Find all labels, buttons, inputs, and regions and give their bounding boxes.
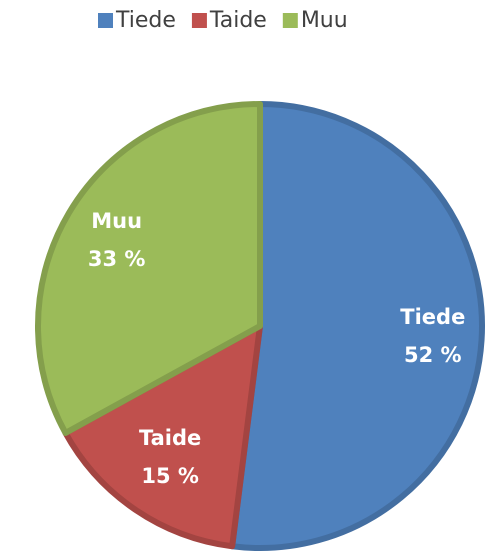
slice-label-name: Taide — [139, 426, 201, 450]
slice-label-value: 15 % — [141, 464, 199, 488]
pie-slice — [229, 101, 485, 551]
legend-label: Muu — [301, 8, 348, 33]
slice-label-value: 33 % — [88, 247, 146, 271]
legend-swatch — [191, 13, 207, 28]
legend-swatch — [98, 13, 113, 28]
pie-slice — [62, 323, 263, 550]
legend-label: Taide — [209, 8, 267, 33]
slice-label-name: Muu — [91, 209, 142, 233]
slice-label-name: Tiede — [400, 305, 465, 329]
pie-slice — [35, 101, 263, 436]
legend-label: Tiede — [115, 8, 176, 33]
slice-label-value: 52 % — [404, 343, 462, 367]
legend-swatch — [282, 13, 298, 28]
